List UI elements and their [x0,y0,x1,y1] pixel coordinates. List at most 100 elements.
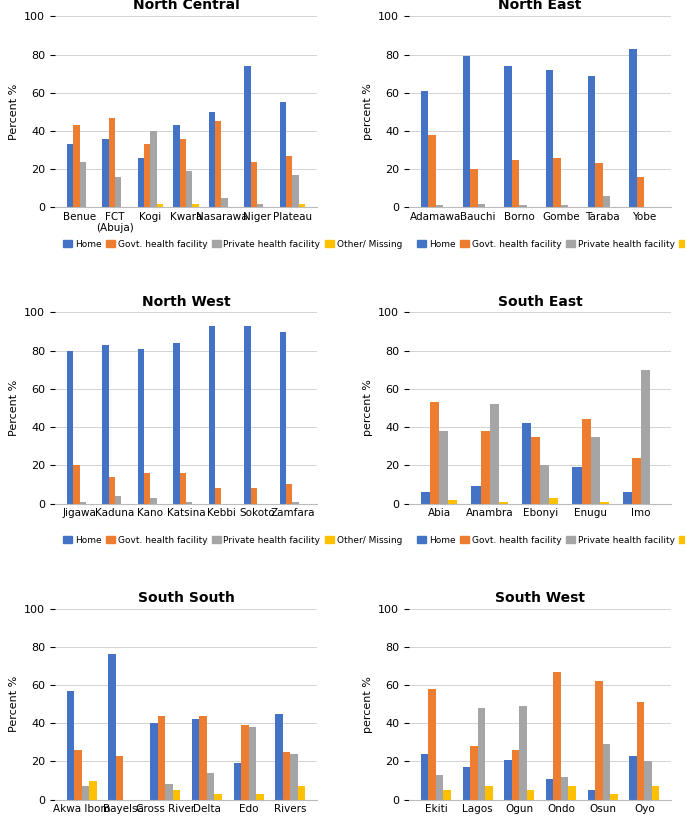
Bar [448,499,458,503]
Bar [192,203,199,207]
Y-axis label: percent %: percent % [362,379,373,437]
Y-axis label: Percent %: Percent % [8,676,18,732]
Bar [157,203,163,207]
Bar [600,502,609,503]
Bar [462,767,470,800]
Bar [645,761,652,800]
Bar [108,654,116,800]
Bar [115,177,121,207]
Bar [470,169,477,207]
Bar [421,91,428,207]
Title: North Central: North Central [133,0,239,12]
Bar [595,681,603,800]
Bar [480,431,490,503]
Y-axis label: Percent %: Percent % [8,380,18,436]
Bar [582,419,590,503]
Bar [522,424,531,503]
Bar [116,756,123,800]
Bar [603,196,610,207]
Bar [279,331,286,503]
Bar [251,162,257,207]
Bar [286,156,292,207]
Bar [610,794,618,800]
Bar [89,781,97,800]
Bar [66,351,73,503]
Bar [569,787,576,800]
Bar [428,689,436,800]
Bar [109,118,115,207]
Bar [79,502,86,503]
Bar [477,708,485,800]
Legend: Home, Govt. health facility, Private health facility, Other/ Missing: Home, Govt. health facility, Private hea… [414,533,685,548]
Bar [138,348,144,503]
Bar [504,66,512,207]
Bar [66,144,73,207]
Bar [561,777,569,800]
Bar [74,750,82,800]
Bar [632,458,641,503]
Bar [630,49,637,207]
Bar [192,720,199,800]
Bar [158,716,165,800]
Bar [443,790,451,800]
Bar [244,326,251,503]
Bar [244,66,251,207]
Bar [102,139,109,207]
Bar [138,157,144,207]
Bar [286,485,292,503]
Bar [186,171,192,207]
Bar [257,203,263,207]
Bar [165,784,173,800]
Bar [283,752,290,800]
Title: North East: North East [499,0,582,12]
Bar [215,122,221,207]
Bar [637,703,645,800]
Bar [173,790,180,800]
Bar [234,764,241,800]
Bar [436,206,443,207]
Bar [595,163,603,207]
Bar [214,794,222,800]
Bar [209,326,215,503]
Bar [275,714,283,800]
Bar [292,175,299,207]
Bar [292,502,299,503]
Bar [477,203,485,207]
Bar [66,691,74,800]
Bar [573,468,582,503]
Bar [249,727,256,800]
Y-axis label: percent %: percent % [362,676,373,733]
Legend: Home, Govt. health facility, Private health facility, Other/ Missing: Home, Govt. health facility, Private hea… [60,237,406,252]
Bar [499,502,508,503]
Bar [630,756,637,800]
Bar [561,206,569,207]
Bar [144,473,151,503]
Title: South East: South East [498,295,582,308]
Bar [179,473,186,503]
Bar [588,76,595,207]
Bar [490,404,499,503]
Bar [256,794,264,800]
Bar [173,343,179,503]
Bar [462,56,470,207]
Bar [150,723,158,800]
Legend: Home, Govt. health facility, Private health facility, Other/ Missing: Home, Govt. health facility, Private hea… [414,237,685,252]
Bar [504,760,512,800]
Bar [290,754,298,800]
Bar [546,70,553,207]
Bar [241,725,249,800]
Bar [430,402,439,503]
Bar [421,492,430,503]
Bar [512,160,519,207]
Bar [73,465,79,503]
Bar [603,744,610,800]
Bar [428,135,436,207]
Bar [436,775,443,800]
Bar [144,144,151,207]
Bar [512,750,519,800]
Bar [109,477,115,503]
Bar [173,125,179,207]
Bar [588,790,595,800]
Bar [421,754,428,800]
Bar [279,102,286,207]
